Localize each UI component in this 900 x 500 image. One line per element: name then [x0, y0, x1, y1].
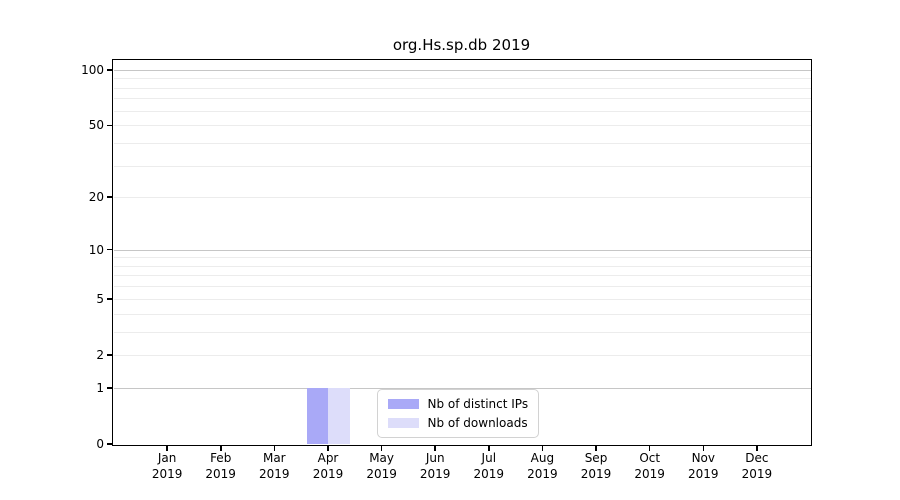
y-tick-mark [107, 298, 112, 300]
major-gridline [113, 249, 811, 251]
y-tick-label: 5 [96, 291, 104, 306]
x-tick-label-year: 2019 [259, 467, 290, 481]
y-tick-label: 1 [96, 380, 104, 395]
x-tick-mark [541, 445, 544, 451]
x-tick-mark [595, 445, 597, 451]
bar [306, 387, 328, 444]
x-tick-label-month: Apr [317, 451, 339, 465]
legend-item: Nb of downloads [387, 416, 529, 430]
y-tick-mark [107, 196, 112, 198]
bar [328, 387, 350, 444]
x-tick-label-month: Dec [745, 451, 769, 465]
x-tick-label-year: 2019 [366, 467, 397, 481]
minor-gridline [113, 331, 811, 333]
x-tick-label-year: 2019 [205, 467, 236, 481]
minor-gridline [113, 257, 811, 259]
x-tick-label-year: 2019 [634, 467, 665, 481]
x-tick-label-year: 2019 [151, 467, 183, 481]
y-tick-label: 0 [96, 437, 104, 451]
y-tick-mark [107, 124, 112, 126]
x-tick-label: Feb 2019 [189, 450, 253, 482]
minor-gridline [113, 142, 811, 144]
x-tick-label-year: 2019 [419, 467, 451, 481]
y-tick-label: 100 [81, 62, 104, 77]
minor-gridline [113, 275, 811, 277]
x-tick-label: Jul 2019 [457, 450, 521, 482]
y-tick-mark [107, 443, 112, 445]
legend: Nb of distinct IPs Nb of downloads [376, 389, 540, 438]
x-tick-mark [380, 445, 383, 451]
x-tick-label: Jan 2019 [135, 450, 199, 482]
x-tick-label-month: Jun [425, 451, 445, 465]
y-tick-mark [107, 248, 112, 251]
x-tick-label: Sep 2019 [564, 450, 628, 482]
x-tick-mark [220, 445, 222, 451]
plot-area: Nb of distinct IPs Nb of downloads [112, 58, 812, 446]
x-tick-label: Dec 2019 [725, 450, 789, 482]
x-tick-label: May 2019 [350, 450, 414, 482]
x-tick-label-month: Aug [530, 451, 555, 465]
legend-swatch [387, 418, 419, 428]
x-tick-mark [648, 445, 651, 451]
y-tick-mark [107, 69, 112, 71]
chart-title: org.Hs.sp.db 2019 [392, 36, 531, 54]
minor-gridline [113, 87, 811, 89]
x-tick-label-year: 2019 [741, 467, 773, 481]
x-tick-mark [327, 445, 329, 451]
y-tick-label: 2 [96, 347, 104, 362]
x-tick-label-month: Nov [691, 451, 715, 465]
bars-layer [114, 60, 811, 444]
x-tick-label-month: Feb [210, 451, 232, 465]
x-tick-label: Jun 2019 [403, 450, 467, 482]
x-tick-label-year: 2019 [312, 467, 344, 481]
y-tick-label: 20 [88, 190, 104, 205]
x-tick-label-month: Sep [584, 451, 608, 465]
legend-item-label: Nb of distinct IPs [427, 397, 529, 411]
x-tick-label: Nov 2019 [671, 450, 735, 482]
x-tick-label-month: Oct [639, 451, 661, 465]
y-tick-label: 50 [88, 118, 104, 133]
minor-gridline [113, 78, 811, 80]
major-gridline [113, 69, 811, 71]
minor-gridline [113, 165, 811, 167]
major-gridline [113, 387, 811, 389]
x-tick-label-year: 2019 [688, 467, 719, 481]
minor-gridline [113, 298, 811, 300]
legend-swatch [387, 399, 419, 409]
minor-gridline [113, 197, 811, 199]
x-tick-mark [756, 445, 758, 451]
x-tick-mark [434, 445, 436, 451]
gridlines-layer [113, 60, 811, 444]
x-tick-label: Oct 2019 [618, 450, 682, 482]
y-tick-label: 10 [88, 242, 104, 257]
x-tick-label-year: 2019 [473, 467, 505, 481]
x-tick-label-month: Jan [157, 451, 177, 465]
minor-gridline [113, 98, 811, 100]
minor-gridline [113, 286, 811, 288]
legend-item: Nb of distinct IPs [387, 397, 529, 411]
x-tick-label: Aug 2019 [510, 450, 574, 482]
x-tick-label-month: Mar [262, 451, 286, 465]
minor-gridline [113, 313, 811, 315]
y-tick-mark [107, 387, 112, 389]
x-tick-label-month: Jul [481, 451, 497, 465]
x-tick-label-year: 2019 [527, 467, 558, 481]
x-tick-mark [488, 445, 490, 451]
minor-gridline [113, 125, 811, 127]
x-tick-mark [166, 445, 168, 451]
x-tick-mark [702, 445, 704, 451]
legend-item-label: Nb of downloads [427, 416, 528, 430]
minor-gridline [113, 354, 811, 356]
x-tick-label: Mar 2019 [242, 450, 306, 482]
x-tick-label-year: 2019 [580, 467, 612, 481]
minor-gridline [113, 265, 811, 267]
x-tick-label-month: May [369, 451, 394, 465]
x-tick-mark [273, 445, 276, 451]
x-tick-label: Apr 2019 [296, 450, 360, 482]
y-tick-mark [107, 354, 112, 356]
minor-gridline [113, 110, 811, 112]
